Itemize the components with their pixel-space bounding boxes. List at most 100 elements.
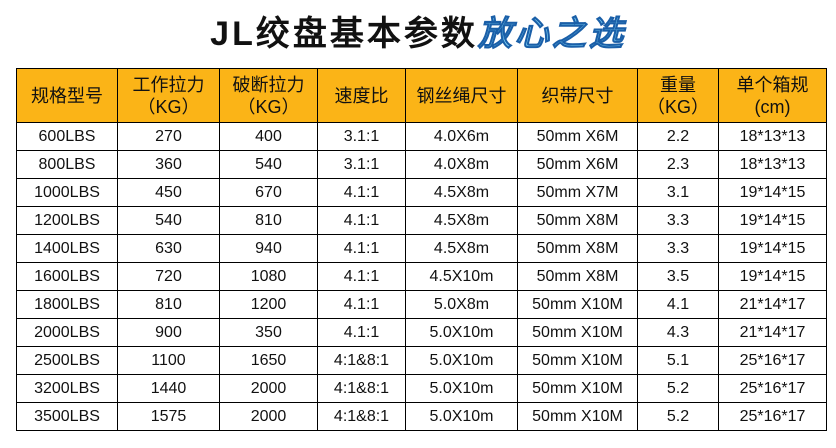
table-cell: 50mm X10M <box>517 402 638 431</box>
header-row: 规格型号 工作拉力 （KG） 破断拉力 （KG） 速度比 钢丝绳尺寸 织带尺寸 重量 （KG） 单个… <box>16 68 827 123</box>
table-cell: 4.1:1 <box>317 318 406 347</box>
table-cell: 19*14*15 <box>718 234 827 263</box>
table-cell: 50mm X6M <box>517 150 638 179</box>
header-text: 规格型号 <box>31 85 103 106</box>
table-cell: 540 <box>117 206 220 235</box>
table-cell: 4.1:1 <box>317 262 406 291</box>
table-cell: 1600LBS <box>16 262 118 291</box>
table-cell: 4.3 <box>637 318 719 347</box>
table-cell: 19*14*15 <box>718 206 827 235</box>
table-cell: 3.5 <box>637 262 719 291</box>
header-cell: 工作拉力 （KG） <box>117 68 220 123</box>
header-text: （KG） <box>646 96 709 117</box>
table-cell: 3.3 <box>637 206 719 235</box>
table-cell: 19*14*15 <box>718 262 827 291</box>
table-cell: 5.0X10m <box>405 374 518 403</box>
table-cell: 900 <box>117 318 220 347</box>
table-cell: 50mm X6M <box>517 122 638 151</box>
table-cell: 600LBS <box>16 122 118 151</box>
table-cell: 4:1&8:1 <box>317 346 406 375</box>
table-row: 1600LBS 720 1080 4.1:1 4.5X10m 50mm X8M 3.5 19*… <box>16 262 827 291</box>
table-cell: 1800LBS <box>16 290 118 319</box>
title-accent: 放心之选 <box>477 15 626 54</box>
table-cell: 350 <box>219 318 318 347</box>
table-cell: 2.2 <box>637 122 719 151</box>
table-cell: 1000LBS <box>16 178 118 207</box>
table-cell: 2500LBS <box>16 346 118 375</box>
table-cell: 5.2 <box>637 374 719 403</box>
header-text: 工作拉力 <box>132 74 205 95</box>
table-row: 3500LBS 1575 2000 4:1&8:1 5.0X10m 50mm X10M 5.… <box>16 402 827 431</box>
table-cell: 4.1:1 <box>317 178 406 207</box>
table-body: 600LBS 270 400 3.1:1 4.0X6m 50mm X6M 2.2 18*13*… <box>16 122 827 431</box>
table-cell: 270 <box>117 122 220 151</box>
table-cell: 1400LBS <box>16 234 118 263</box>
table-row: 2500LBS 1100 1650 4:1&8:1 5.0X10m 50mm X10M 5.… <box>16 346 827 375</box>
table-cell: 810 <box>117 290 220 319</box>
table-cell: 18*13*13 <box>718 150 827 179</box>
table-cell: 50mm X8M <box>517 234 638 263</box>
table-cell: 2000LBS <box>16 318 118 347</box>
table-cell: 1200 <box>219 290 318 319</box>
table-row: 3200LBS 1440 2000 4:1&8:1 5.0X10m 50mm X10M 5.… <box>16 374 827 403</box>
table-cell: 1575 <box>117 402 220 431</box>
table-cell: 4:1&8:1 <box>317 402 406 431</box>
table-cell: 2.3 <box>637 150 719 179</box>
table-cell: 540 <box>219 150 318 179</box>
table-cell: 4.1:1 <box>317 206 406 235</box>
table-cell: 400 <box>219 122 318 151</box>
table-cell: 21*14*17 <box>718 318 827 347</box>
table-cell: 3.1:1 <box>317 122 406 151</box>
table-cell: 4.1:1 <box>317 234 406 263</box>
header-text: 重量 <box>660 74 696 95</box>
table-row: 2000LBS 900 350 4.1:1 5.0X10m 50mm X10M 4.3 21*… <box>16 318 827 347</box>
table-cell: 50mm X10M <box>517 346 638 375</box>
table-row: 1400LBS 630 940 4.1:1 4.5X8m 50mm X8M 3.3 19*14… <box>16 234 827 263</box>
table-row: 800LBS 360 540 3.1:1 4.0X8m 50mm X6M 2.3 18*13*… <box>16 150 827 179</box>
table-cell: 50mm X10M <box>517 318 638 347</box>
table-cell: 50mm X10M <box>517 290 638 319</box>
table-cell: 1200LBS <box>16 206 118 235</box>
table-cell: 360 <box>117 150 220 179</box>
header-cell: 钢丝绳尺寸 <box>405 68 518 123</box>
table-cell: 21*14*17 <box>718 290 827 319</box>
header-cell: 规格型号 <box>16 68 118 123</box>
table-cell: 5.0X10m <box>405 318 518 347</box>
table-cell: 1080 <box>219 262 318 291</box>
table-cell: 19*14*15 <box>718 178 827 207</box>
table-cell: 2000 <box>219 374 318 403</box>
table-cell: 4.0X8m <box>405 150 518 179</box>
table-cell: 720 <box>117 262 220 291</box>
table-cell: 25*16*17 <box>718 374 827 403</box>
table-cell: 1650 <box>219 346 318 375</box>
table-cell: 4.1 <box>637 290 719 319</box>
header-text: 单个箱规 <box>736 74 809 95</box>
header-cell: 织带尺寸 <box>517 68 638 123</box>
table-cell: 4.1:1 <box>317 290 406 319</box>
header-cell: 速度比 <box>317 68 406 123</box>
table-cell: 2000 <box>219 402 318 431</box>
header-text: 钢丝绳尺寸 <box>416 85 507 106</box>
title: JL绞盘基本参数放心之选 <box>0 6 836 55</box>
table-cell: 3.1:1 <box>317 150 406 179</box>
header-text: 破断拉力 <box>232 74 305 95</box>
table-cell: 4:1&8:1 <box>317 374 406 403</box>
header-text: （KG） <box>137 96 200 117</box>
header-cell: 重量 （KG） <box>637 68 719 123</box>
table-cell: 5.0X8m <box>405 290 518 319</box>
table-cell: 3.1 <box>637 178 719 207</box>
header-cell: 破断拉力 （KG） <box>219 68 318 123</box>
table-cell: 25*16*17 <box>718 346 827 375</box>
table-cell: 18*13*13 <box>718 122 827 151</box>
table-cell: 4.5X8m <box>405 178 518 207</box>
table-cell: 810 <box>219 206 318 235</box>
table-cell: 3200LBS <box>16 374 118 403</box>
header-text: （KG） <box>237 96 300 117</box>
table-cell: 450 <box>117 178 220 207</box>
table-cell: 5.2 <box>637 402 719 431</box>
header-cell: 单个箱规 (cm) <box>718 68 827 123</box>
table-row: 1800LBS 810 1200 4.1:1 5.0X8m 50mm X10M 4.1 21*… <box>16 290 827 319</box>
table-cell: 940 <box>219 234 318 263</box>
table-cell: 5.1 <box>637 346 719 375</box>
